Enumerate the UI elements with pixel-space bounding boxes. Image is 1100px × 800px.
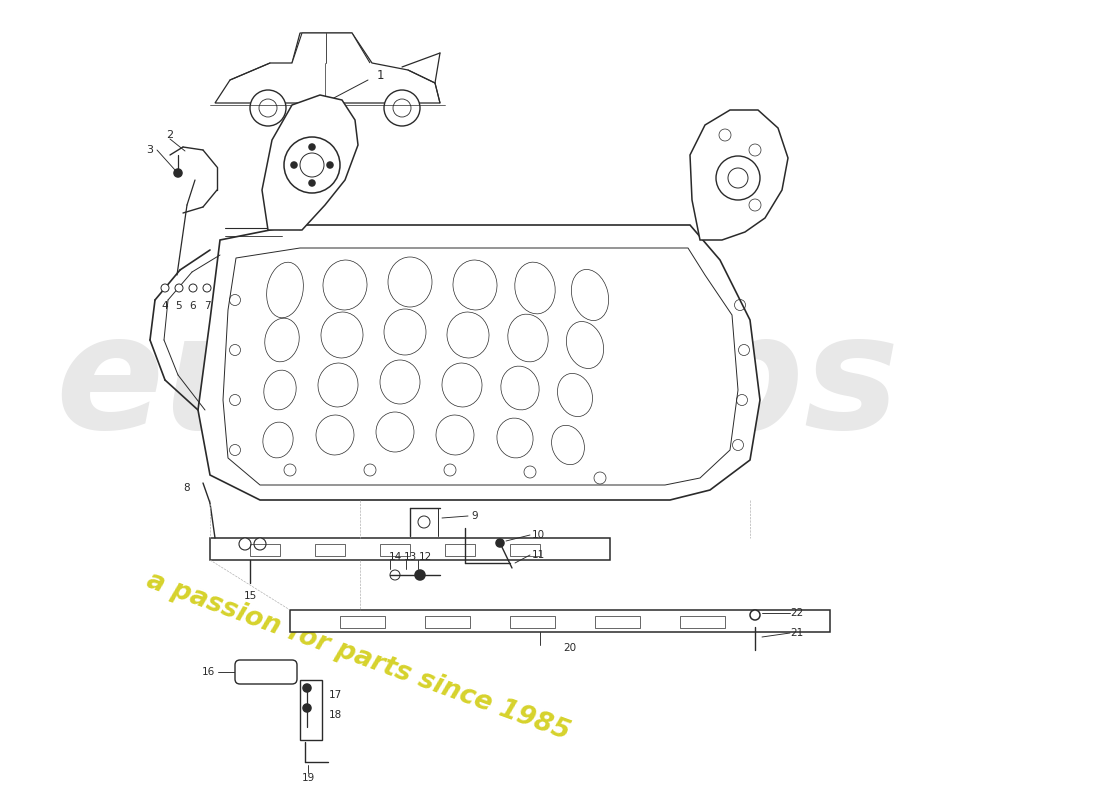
Circle shape — [175, 284, 183, 292]
Circle shape — [239, 538, 251, 550]
Circle shape — [750, 610, 760, 620]
Text: 7: 7 — [204, 301, 210, 311]
Text: 6: 6 — [189, 301, 196, 311]
Text: 2: 2 — [166, 130, 174, 140]
Circle shape — [250, 90, 286, 126]
Bar — [425, 616, 470, 628]
Circle shape — [496, 539, 504, 547]
Text: 19: 19 — [301, 773, 315, 783]
Text: 1: 1 — [376, 69, 384, 82]
Polygon shape — [290, 610, 830, 632]
Circle shape — [309, 144, 315, 150]
Bar — [315, 544, 345, 556]
Text: 8: 8 — [184, 483, 190, 493]
Text: 17: 17 — [329, 690, 342, 700]
Text: 18: 18 — [329, 710, 342, 720]
Polygon shape — [198, 225, 760, 500]
Circle shape — [302, 704, 311, 712]
Text: 14: 14 — [388, 552, 401, 562]
Circle shape — [415, 570, 425, 580]
Bar — [250, 544, 280, 556]
Circle shape — [716, 156, 760, 200]
Bar — [680, 616, 725, 628]
Circle shape — [302, 684, 311, 692]
Text: 4: 4 — [162, 301, 168, 311]
Text: 20: 20 — [563, 643, 576, 653]
Polygon shape — [262, 95, 358, 230]
Polygon shape — [210, 538, 610, 560]
Text: 13: 13 — [404, 552, 417, 562]
Text: 10: 10 — [531, 530, 544, 540]
Polygon shape — [690, 110, 788, 240]
FancyBboxPatch shape — [235, 660, 297, 684]
Text: 3: 3 — [146, 145, 154, 155]
Circle shape — [161, 284, 169, 292]
Bar — [510, 544, 540, 556]
Circle shape — [284, 137, 340, 193]
Circle shape — [327, 162, 333, 168]
Circle shape — [292, 162, 297, 168]
Polygon shape — [214, 33, 440, 103]
Bar — [340, 616, 385, 628]
Circle shape — [254, 538, 266, 550]
Polygon shape — [300, 680, 322, 740]
Circle shape — [204, 284, 211, 292]
Text: a passion for parts since 1985: a passion for parts since 1985 — [143, 567, 573, 745]
Text: 9: 9 — [472, 511, 478, 521]
Bar — [446, 544, 475, 556]
Circle shape — [174, 169, 182, 177]
Text: 16: 16 — [201, 667, 214, 677]
Bar — [379, 544, 410, 556]
Circle shape — [189, 284, 197, 292]
Text: eurobobs: eurobobs — [55, 306, 900, 462]
Text: 15: 15 — [243, 591, 256, 601]
Text: 22: 22 — [791, 608, 804, 618]
Text: 11: 11 — [531, 550, 544, 560]
Polygon shape — [292, 33, 370, 63]
Text: 12: 12 — [418, 552, 431, 562]
Bar — [510, 616, 556, 628]
Circle shape — [309, 180, 315, 186]
Circle shape — [384, 90, 420, 126]
Text: 5: 5 — [176, 301, 183, 311]
Text: 21: 21 — [791, 628, 804, 638]
Bar — [595, 616, 640, 628]
